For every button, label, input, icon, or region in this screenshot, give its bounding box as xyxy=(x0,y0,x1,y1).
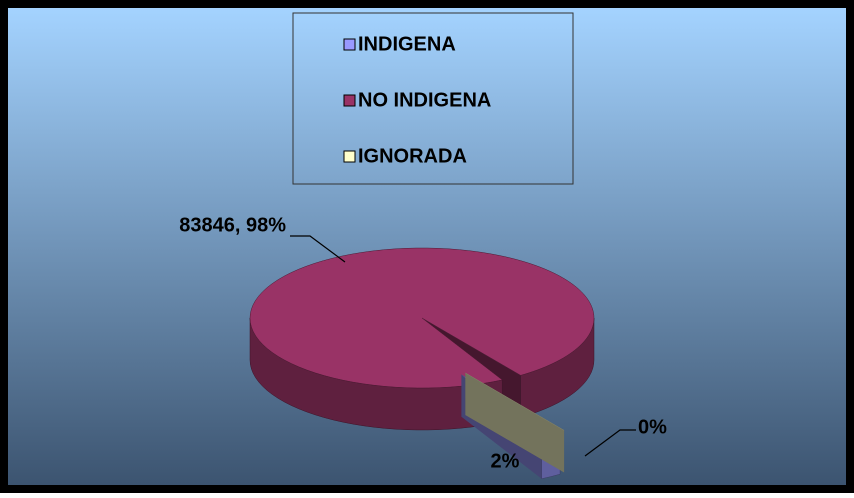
data-labels: 2% 83846, 98% 0% xyxy=(179,214,667,472)
data-label: 0% xyxy=(638,416,667,438)
data-label: 2% xyxy=(491,450,520,472)
legend-label: INDIGENA xyxy=(358,33,456,55)
slice-top xyxy=(249,247,595,389)
legend: INDIGENA NO INDIGENA IGNORADA xyxy=(343,33,491,167)
legend-swatch xyxy=(343,38,356,51)
legend-box xyxy=(292,12,574,185)
slice-top xyxy=(465,372,565,431)
leader-line xyxy=(290,235,346,263)
slice xyxy=(249,247,595,431)
legend-label: NO INDIGENA xyxy=(358,89,491,111)
legend-swatch xyxy=(343,94,356,107)
slice-side xyxy=(465,373,565,473)
slice xyxy=(465,372,565,473)
leader-line xyxy=(584,429,636,457)
pie xyxy=(249,247,595,480)
data-label: 83846, 98% xyxy=(179,214,286,236)
legend-label: IGNORADA xyxy=(358,145,467,167)
legend-swatch xyxy=(343,150,356,163)
